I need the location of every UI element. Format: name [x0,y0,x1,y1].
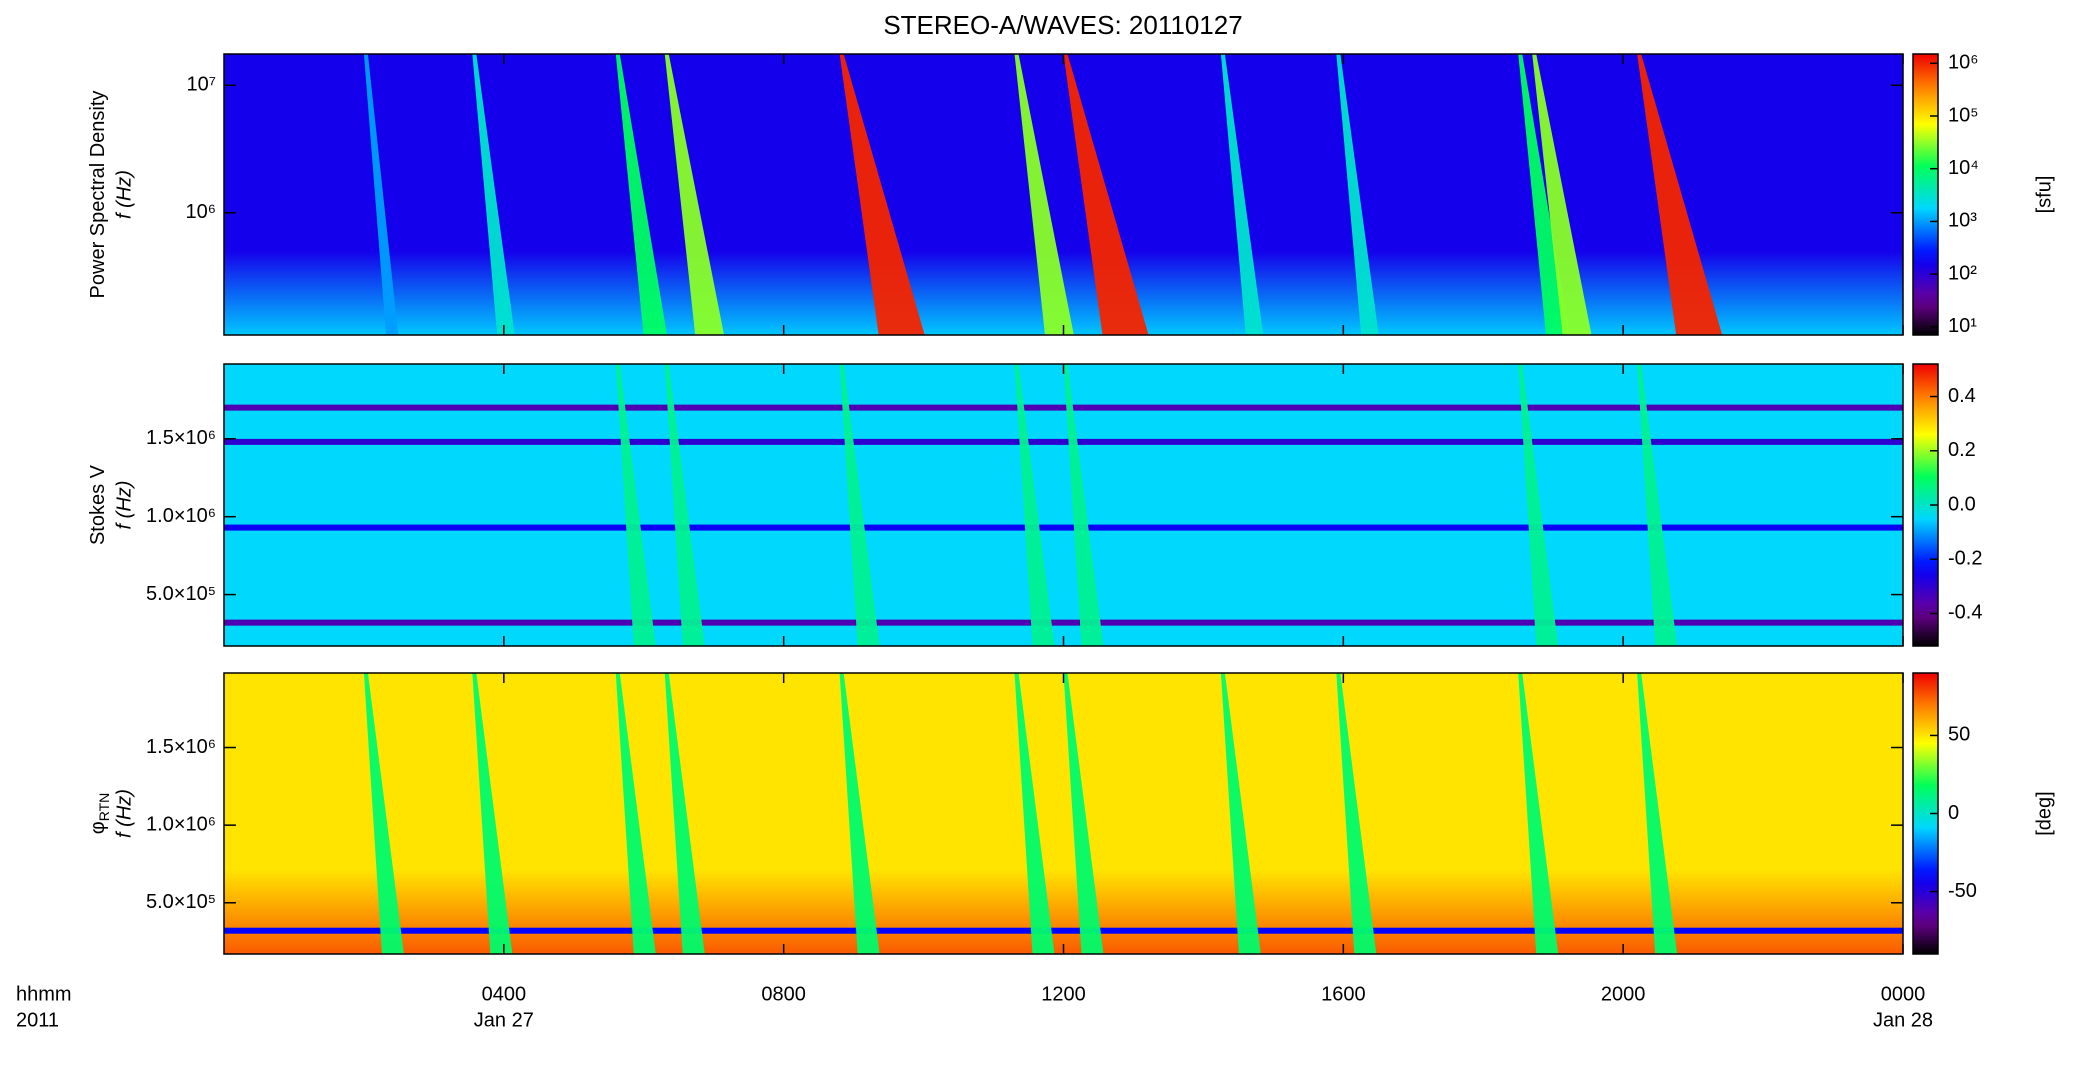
y-tick-label: 5.0×10⁵ [146,583,216,605]
radio-burst [1532,54,1592,335]
radio-burst [1014,364,1055,646]
x-tick-label: 1600 [1321,983,1366,1005]
x-tick-label: 0000 [1881,983,1926,1005]
radio-burst [615,54,668,335]
radio-burst [1518,673,1559,954]
heatmap-area [224,54,1903,335]
frequency-band [224,524,1903,531]
y-tick-label: 1.5×10⁶ [146,736,216,758]
radio-burst [472,54,515,335]
x-axis-label: hhmm [16,983,72,1005]
radio-burst [363,54,399,335]
radio-burst [1063,364,1104,646]
x-tick-label: 0400 [482,983,527,1005]
y-tick-label: 1.0×10⁶ [146,813,216,835]
radio-burst [664,673,705,954]
colorbar-tick-label: 10¹ [1948,315,1977,337]
radio-burst [1336,54,1379,335]
radio-burst [1518,364,1559,646]
x-date-label: Jan 27 [474,1009,534,1031]
y-axis-label: φRTN [87,793,111,835]
colorbar-tick-label: 0 [1948,802,1959,824]
radio-burst [615,364,656,646]
chart-title: STEREO-A/WAVES: 20110127 [883,10,1242,40]
colorbar-tick-label: 0.2 [1948,439,1976,461]
colorbar-tick-label: 10³ [1948,210,1977,232]
radio-burst [1063,673,1104,954]
colorbar-tick-label: 0.4 [1948,385,1976,407]
y-tick-label: 10⁶ [186,201,216,223]
radio-burst [1220,54,1264,335]
heatmap-background [224,364,1903,646]
radio-burst [664,54,725,335]
radio-burst [839,364,880,646]
colorbar-tick-label: -50 [1948,880,1977,902]
y-axis-label: f (Hz) [113,481,135,530]
radio-burst [363,673,404,954]
x-axis-sublabel: 2011 [16,1009,59,1031]
colorbar-tick-label: -0.2 [1948,548,1982,570]
heatmap-area [224,364,1903,646]
colorbar-tick-label: 10² [1948,262,1977,284]
y-tick-label: 1.0×10⁶ [146,505,216,527]
colorbar [1912,53,1939,336]
radio-burst [1220,673,1261,954]
radio-burst [1637,54,1723,335]
colorbar-label: [sfu] [2033,176,2055,214]
frequency-band [224,438,1903,445]
colorbar-tick-label: 10⁵ [1948,104,1979,126]
frequency-band [224,404,1903,411]
radio-burst [839,54,925,335]
y-axis-label: Power Spectral Density [87,91,109,299]
x-date-label: Jan 28 [1873,1009,1933,1031]
radio-burst [839,673,880,954]
colorbar-tick-label: 10⁴ [1948,157,1979,179]
colorbar-tick-label: 0.0 [1948,493,1976,515]
colorbar-tick-label: 10⁶ [1948,52,1978,74]
colorbar-tick-label: 50 [1948,724,1970,746]
frequency-band [224,619,1903,626]
y-axis-label: f (Hz) [113,789,135,838]
y-axis-label: Stokes V [87,464,109,545]
x-tick-label: 0800 [761,983,806,1005]
radio-burst [664,364,705,646]
radio-burst [472,673,513,954]
radio-burst [1336,673,1377,954]
radio-burst [1637,364,1678,646]
y-axis-label: f (Hz) [113,170,135,219]
x-tick-label: 2000 [1601,983,1646,1005]
heatmap-area [224,673,1903,954]
radio-burst [1014,54,1074,335]
y-tick-label: 10⁷ [187,74,216,96]
y-tick-label: 1.5×10⁶ [146,427,216,449]
x-tick-label: 1200 [1041,983,1086,1005]
colorbar-label: [deg] [2033,791,2055,835]
y-tick-label: 5.0×10⁵ [146,891,216,913]
radio-burst [1014,673,1055,954]
radio-burst [1637,673,1678,954]
frequency-band [224,927,1903,934]
colorbar-tick-label: -0.4 [1948,602,1982,624]
radio-burst [1063,54,1149,335]
radio-burst [615,673,656,954]
